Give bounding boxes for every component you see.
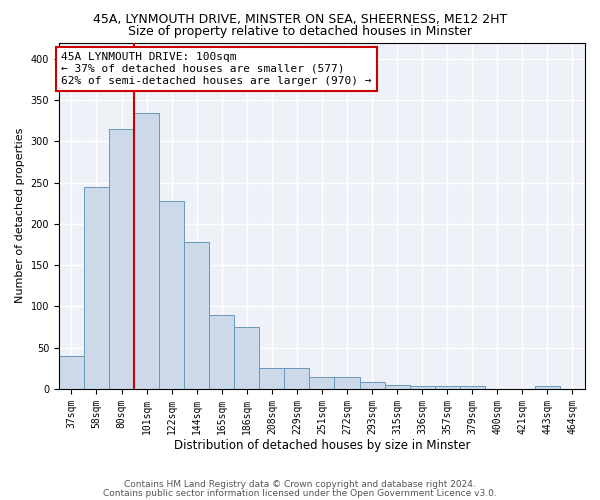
Bar xyxy=(434,386,460,389)
Bar xyxy=(84,187,109,389)
Bar xyxy=(460,386,485,389)
Y-axis label: Number of detached properties: Number of detached properties xyxy=(15,128,25,304)
Bar xyxy=(259,368,284,389)
Text: Contains HM Land Registry data © Crown copyright and database right 2024.: Contains HM Land Registry data © Crown c… xyxy=(124,480,476,489)
Bar xyxy=(159,201,184,389)
Bar xyxy=(134,112,159,389)
Bar xyxy=(410,386,434,389)
Text: Size of property relative to detached houses in Minster: Size of property relative to detached ho… xyxy=(128,25,472,38)
X-axis label: Distribution of detached houses by size in Minster: Distribution of detached houses by size … xyxy=(174,440,470,452)
Text: 45A LYNMOUTH DRIVE: 100sqm
← 37% of detached houses are smaller (577)
62% of sem: 45A LYNMOUTH DRIVE: 100sqm ← 37% of deta… xyxy=(61,52,372,86)
Bar xyxy=(334,376,359,389)
Text: Contains public sector information licensed under the Open Government Licence v3: Contains public sector information licen… xyxy=(103,489,497,498)
Bar xyxy=(59,356,84,389)
Bar xyxy=(310,376,334,389)
Bar xyxy=(109,129,134,389)
Bar xyxy=(535,386,560,389)
Bar xyxy=(209,314,234,389)
Bar xyxy=(385,385,410,389)
Text: 45A, LYNMOUTH DRIVE, MINSTER ON SEA, SHEERNESS, ME12 2HT: 45A, LYNMOUTH DRIVE, MINSTER ON SEA, SHE… xyxy=(93,12,507,26)
Bar xyxy=(284,368,310,389)
Bar xyxy=(234,327,259,389)
Bar xyxy=(184,242,209,389)
Bar xyxy=(359,382,385,389)
